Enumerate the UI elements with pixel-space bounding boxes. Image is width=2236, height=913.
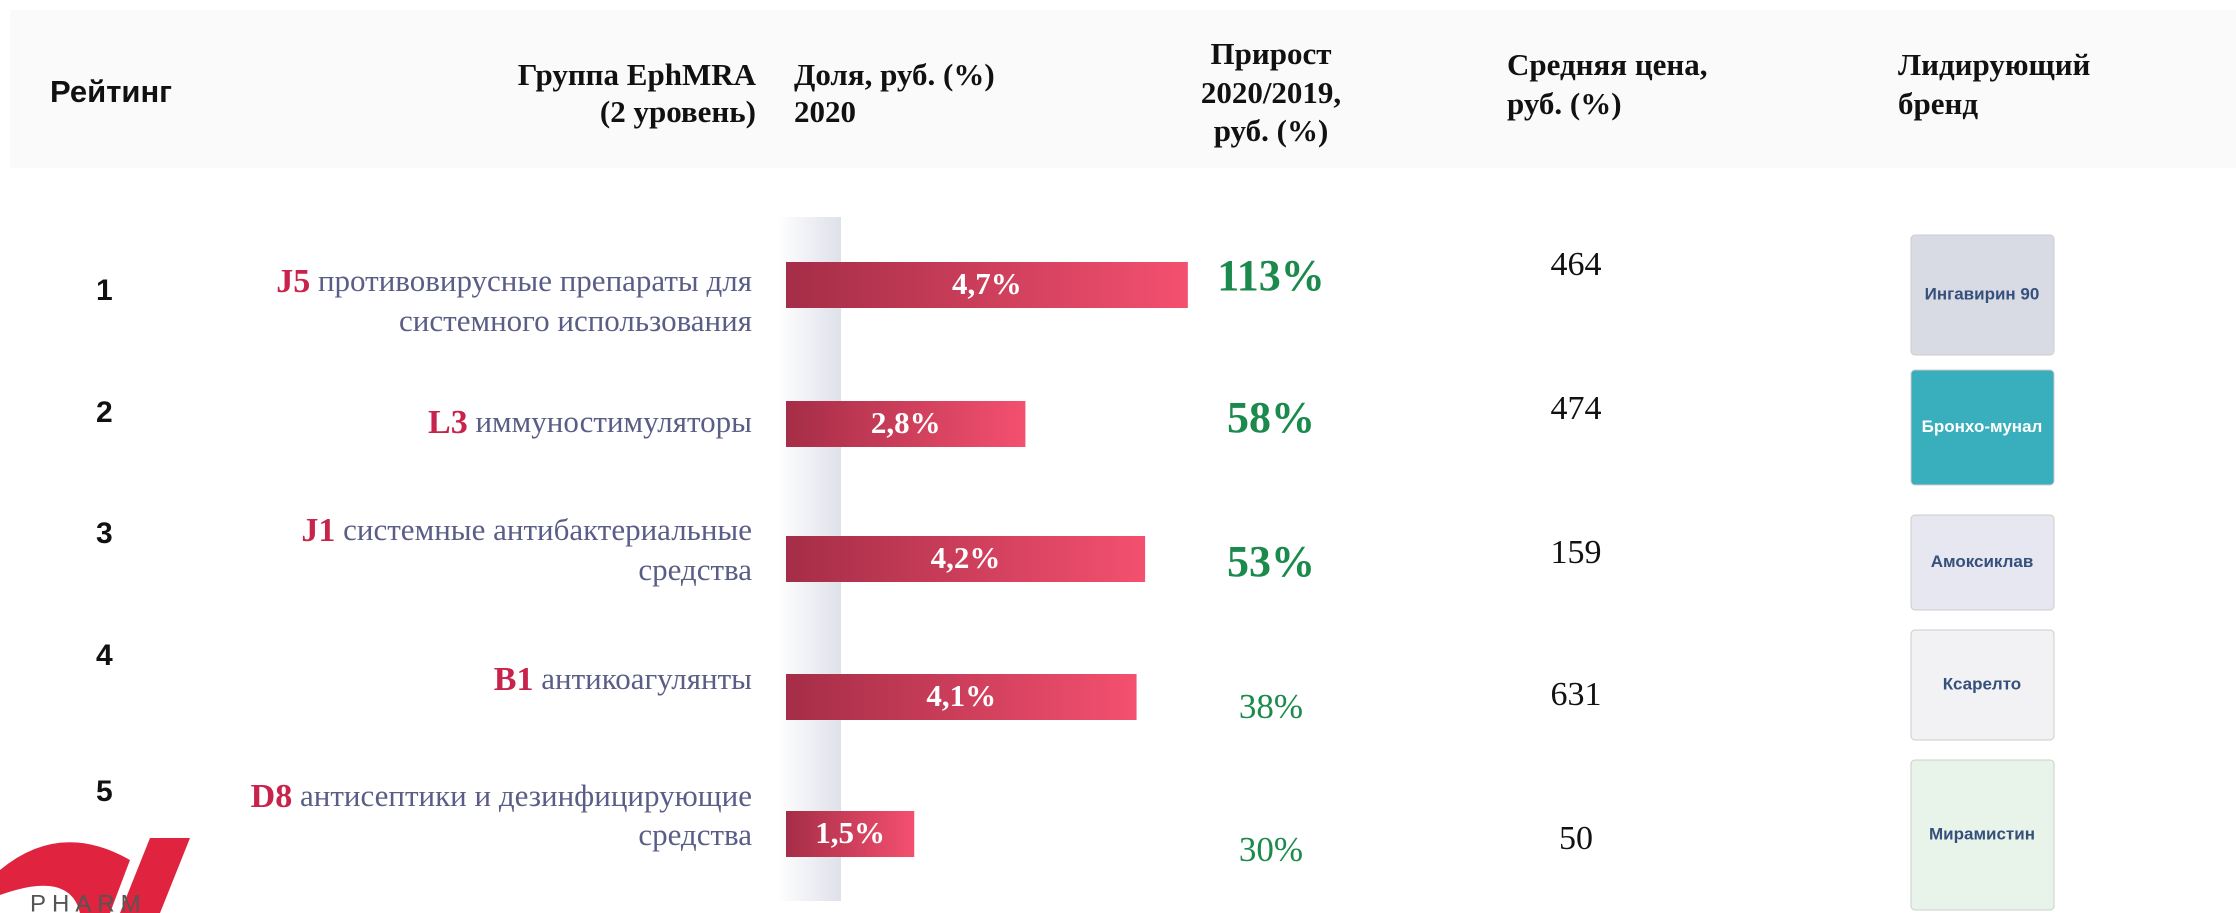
share-label: 4,1%: [926, 678, 996, 713]
share-bar: [786, 674, 1137, 720]
brand-name: Ксарелто: [1943, 674, 2021, 693]
share-label: 4,7%: [952, 266, 1022, 301]
rank: 1: [96, 274, 113, 307]
group-gap: [468, 404, 476, 439]
header-group: (2 уровень): [600, 94, 756, 129]
brand-name: Мирамистин: [1929, 824, 2035, 843]
share-label: 1,5%: [815, 815, 885, 850]
growth: 38%: [1239, 687, 1303, 726]
rank: 3: [96, 517, 113, 550]
group-text: антисептики и дезинфицирующие: [300, 778, 752, 813]
brand-name: Амоксиклав: [1931, 552, 2034, 571]
group-text: средства: [638, 817, 752, 852]
brand-image: [1910, 514, 2055, 611]
group-text: системные антибактериальные: [343, 512, 752, 547]
group-name: системного использования: [399, 303, 752, 338]
header-brand: бренд: [1898, 86, 1978, 121]
header-rank: Рейтинг: [50, 74, 172, 109]
group-gap: [292, 778, 300, 813]
brand-name: Бронхо-мунал: [1922, 417, 2043, 436]
group-text: иммуностимуляторы: [475, 404, 752, 439]
header-group: Группа EphMRA: [518, 57, 757, 92]
price: 464: [1551, 246, 1602, 283]
group-name: J5 противовирусные препараты для: [276, 263, 752, 300]
header-brand: Лидирующий: [1898, 47, 2091, 82]
share-label: 2,8%: [871, 405, 941, 440]
price: 631: [1551, 676, 1602, 713]
brand-image: [1910, 369, 2055, 486]
group-code: J5: [276, 263, 310, 300]
brand-name: Ингавирин 90: [1925, 284, 2040, 303]
group-name: J1 системные антибактериальные: [301, 512, 752, 549]
growth: 30%: [1239, 830, 1303, 869]
logo: PHARM: [0, 838, 190, 913]
group-name: средства: [638, 552, 752, 587]
group-text: противовирусные препараты для: [318, 263, 752, 298]
rank: 5: [96, 775, 113, 808]
rank: 2: [96, 396, 113, 429]
header-share: 2020: [794, 94, 856, 129]
share-bar: [786, 401, 1026, 447]
header-share: Доля, руб. (%): [794, 57, 995, 92]
group-code: J1: [301, 512, 335, 549]
group-gap: [310, 263, 318, 298]
growth: 58%: [1227, 393, 1315, 442]
brand-image: [1910, 629, 2055, 741]
brand-image: [1910, 234, 2055, 356]
price: 159: [1551, 534, 1602, 571]
header-band: [10, 10, 2236, 168]
header-growth: руб. (%): [1214, 113, 1329, 148]
group-code: D8: [251, 778, 293, 815]
group-name: L3 иммуностимуляторы: [428, 404, 752, 441]
group-code: B1: [494, 661, 534, 698]
header-price: Средняя цена,: [1507, 47, 1708, 82]
group-code: L3: [428, 404, 468, 441]
header-growth: Прирост: [1211, 36, 1332, 71]
share-label: 4,2%: [931, 540, 1001, 575]
group-gap: [335, 512, 343, 547]
group-text: антикоагулянты: [541, 661, 752, 696]
growth: 113%: [1217, 251, 1325, 300]
group-name: средства: [638, 817, 752, 852]
group-text: средства: [638, 552, 752, 587]
share-bar: [786, 536, 1146, 582]
price: 474: [1551, 390, 1602, 427]
group-text: системного использования: [399, 303, 752, 338]
growth: 53%: [1227, 537, 1315, 586]
header-growth: 2020/2019,: [1201, 75, 1341, 110]
rank: 4: [96, 639, 113, 672]
group-name: B1 антикоагулянты: [494, 661, 752, 698]
brand-image: [1910, 759, 2055, 911]
group-name: D8 антисептики и дезинфицирующие: [251, 778, 752, 815]
group-gap: [533, 661, 541, 696]
logo-text: PHARM: [30, 890, 147, 913]
share-bar: [786, 811, 915, 857]
price: 50: [1559, 820, 1593, 857]
share-bar: [786, 262, 1188, 308]
header-price: руб. (%): [1507, 86, 1622, 121]
